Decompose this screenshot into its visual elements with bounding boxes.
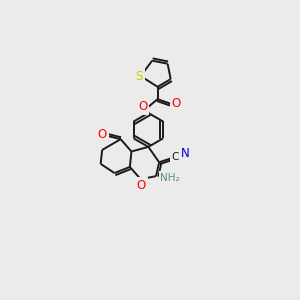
Text: O: O [138, 100, 148, 113]
Text: N: N [181, 146, 190, 160]
Text: O: O [98, 128, 107, 141]
Text: NH₂: NH₂ [160, 173, 180, 183]
Text: S: S [135, 70, 143, 83]
Text: O: O [172, 97, 181, 110]
Text: O: O [137, 179, 146, 192]
Text: C: C [172, 152, 179, 162]
